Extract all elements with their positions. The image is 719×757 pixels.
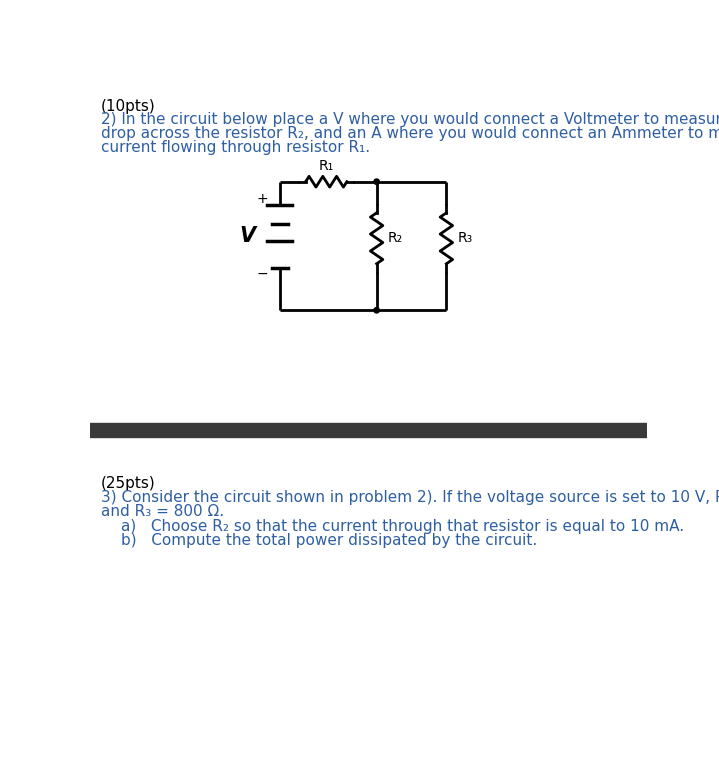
Text: R₁: R₁ [319, 159, 334, 173]
Circle shape [374, 307, 380, 313]
Text: b)   Compute the total power dissipated by the circuit.: b) Compute the total power dissipated by… [121, 533, 537, 548]
Text: 2) In the circuit below place a V where you would connect a Voltmeter to measure: 2) In the circuit below place a V where … [101, 112, 719, 127]
Text: R₂: R₂ [388, 232, 403, 245]
Text: 3) Consider the circuit shown in problem 2). If the voltage source is set to 10 : 3) Consider the circuit shown in problem… [101, 490, 719, 505]
Text: current flowing through resistor R₁.: current flowing through resistor R₁. [101, 140, 370, 155]
Text: +: + [257, 192, 268, 206]
Bar [90, 423, 647, 438]
Text: V: V [239, 226, 255, 246]
Circle shape [374, 179, 380, 185]
Text: drop across the resistor R₂, and an A where you would connect an Ammeter to meas: drop across the resistor R₂, and an A wh… [101, 126, 719, 142]
Text: (25pts): (25pts) [101, 476, 155, 491]
Text: (10pts): (10pts) [101, 98, 155, 114]
Text: R₃: R₃ [457, 232, 472, 245]
Text: a)   Choose R₂ so that the current through that resistor is equal to 10 mA.: a) Choose R₂ so that the current through… [121, 519, 684, 534]
Text: −: − [257, 267, 268, 281]
Text: and R₃ = 800 Ω.: and R₃ = 800 Ω. [101, 503, 224, 519]
